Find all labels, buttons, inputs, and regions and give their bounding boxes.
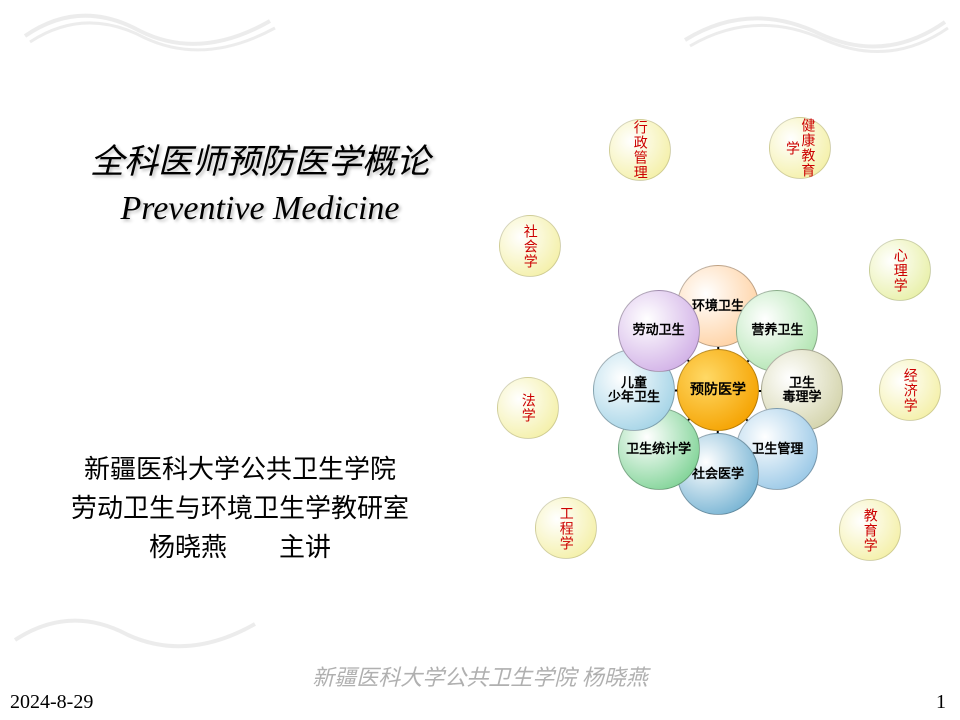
title-line-1: 全科医师预防医学概论 bbox=[20, 140, 500, 186]
diagram-outer-node: 教育学 bbox=[839, 499, 901, 561]
diagram-outer-node: 经济学 bbox=[879, 359, 941, 421]
preventive-medicine-diagram: 预防医学环境卫生营养卫生卫生 毒理学卫生管理社会医学卫生统计学儿童 少年卫生劳动… bbox=[500, 130, 940, 620]
diagram-outer-node: 健康教育学 bbox=[769, 117, 831, 179]
diagram-inner-node: 劳动卫生 bbox=[618, 290, 700, 372]
footer-page-number: 1 bbox=[936, 691, 946, 714]
swirl-deco bbox=[20, 6, 280, 56]
author-line-2: 劳动卫生与环境卫生学教研室 bbox=[20, 489, 460, 528]
diagram-outer-node: 心理学 bbox=[869, 239, 931, 301]
author-line-3: 杨晓燕 主讲 bbox=[20, 528, 460, 567]
footer-date: 2024-8-29 bbox=[10, 691, 93, 714]
diagram-outer-node: 工程学 bbox=[535, 497, 597, 559]
slide-title: 全科医师预防医学概论 Preventive Medicine bbox=[20, 140, 500, 232]
title-line-2: Preventive Medicine bbox=[20, 186, 500, 232]
diagram-outer-node: 社会学 bbox=[499, 215, 561, 277]
diagram-outer-node: 行政管理 bbox=[609, 119, 671, 181]
footer-institution: 新疆医科大学公共卫生学院 杨晓燕 bbox=[0, 660, 960, 692]
swirl-deco bbox=[680, 6, 950, 61]
swirl-deco bbox=[10, 610, 260, 660]
author-block: 新疆医科大学公共卫生学院 劳动卫生与环境卫生学教研室 杨晓燕 主讲 bbox=[20, 450, 460, 567]
diagram-center-node: 预防医学 bbox=[677, 349, 759, 431]
author-line-1: 新疆医科大学公共卫生学院 bbox=[20, 450, 460, 489]
diagram-outer-node: 法学 bbox=[497, 377, 559, 439]
